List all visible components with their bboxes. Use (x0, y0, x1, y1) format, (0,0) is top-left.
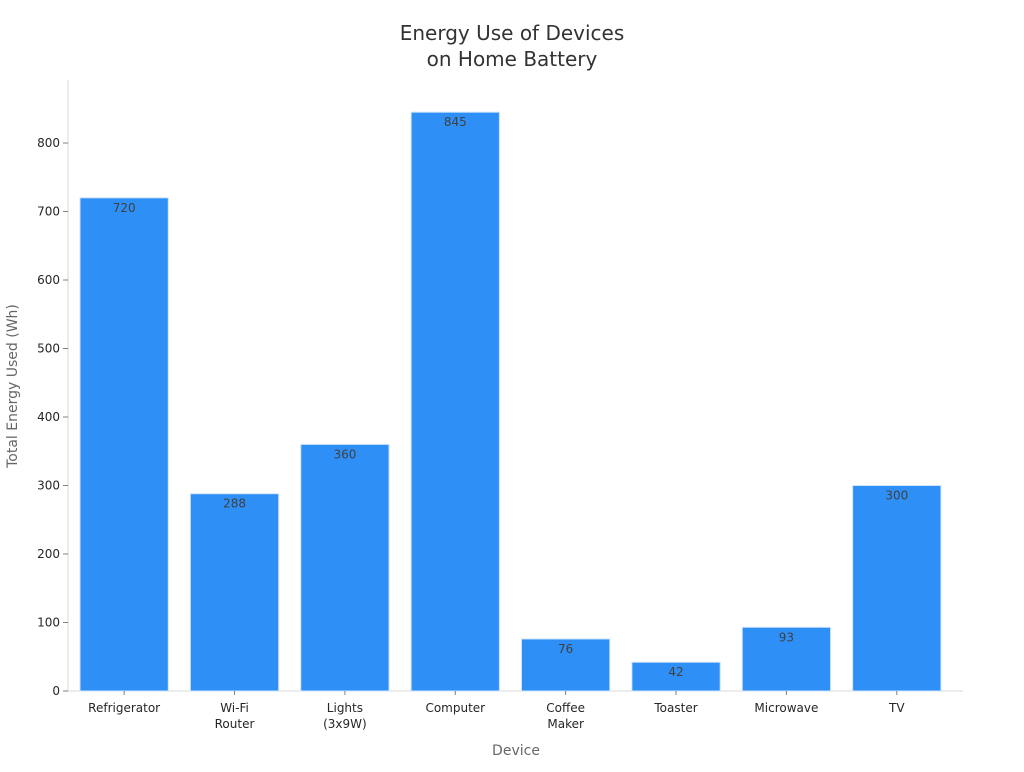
y-tick-label: 0 (52, 684, 60, 698)
bar (79, 197, 169, 692)
bar (300, 443, 390, 692)
y-axis-label: Total Energy Used (Wh) (5, 304, 21, 469)
y-tick-label: 300 (37, 479, 60, 493)
bar (521, 638, 611, 692)
x-tick-label: Computer (425, 701, 485, 715)
y-tick-label: 600 (37, 273, 60, 287)
x-tick-label: Microwave (754, 701, 818, 715)
x-tick-label: Toaster (653, 701, 697, 715)
bar (852, 485, 942, 692)
chart-title-line: on Home Battery (427, 47, 598, 71)
x-tick-label: TV (888, 701, 905, 715)
bar-value-label: 76 (558, 642, 573, 656)
y-axis-ticks: 0 100 200 300 400 500 600 700 800 (37, 136, 68, 698)
bar-value-label: 845 (444, 115, 467, 129)
x-tick-label: Wi-Fi Router (215, 701, 255, 731)
bar-value-label: 93 (779, 630, 794, 644)
y-tick-label: 400 (37, 410, 60, 424)
bar-value-label: 720 (113, 201, 136, 215)
x-tick-label: Lights (3x9W) (323, 701, 367, 731)
y-tick-label: 100 (37, 616, 60, 630)
bar-value-label: 360 (333, 447, 356, 461)
bar-value-label: 288 (223, 497, 246, 511)
y-tick-label: 700 (37, 205, 60, 219)
bar (410, 111, 500, 692)
y-tick-label: 200 (37, 547, 60, 561)
x-tick-label: Refrigerator (88, 701, 160, 715)
x-axis-ticks: Refrigerator Wi-Fi Router Lights (3x9W) Compu… (88, 691, 905, 731)
bar-value-label: 42 (668, 665, 683, 679)
x-tick-label: Coffee Maker (546, 701, 585, 731)
x-axis-label: Device (492, 743, 540, 759)
bars (79, 111, 942, 692)
data-labels: 720 288 360 845 76 42 93 300 (113, 115, 909, 679)
y-tick-label: 800 (37, 136, 60, 150)
y-tick-label: 500 (37, 342, 60, 356)
bar-value-label: 300 (885, 489, 908, 503)
bar (189, 493, 280, 692)
bar (741, 626, 832, 692)
chart-title-line: Energy Use of Devices (400, 21, 625, 45)
bar (631, 661, 721, 692)
